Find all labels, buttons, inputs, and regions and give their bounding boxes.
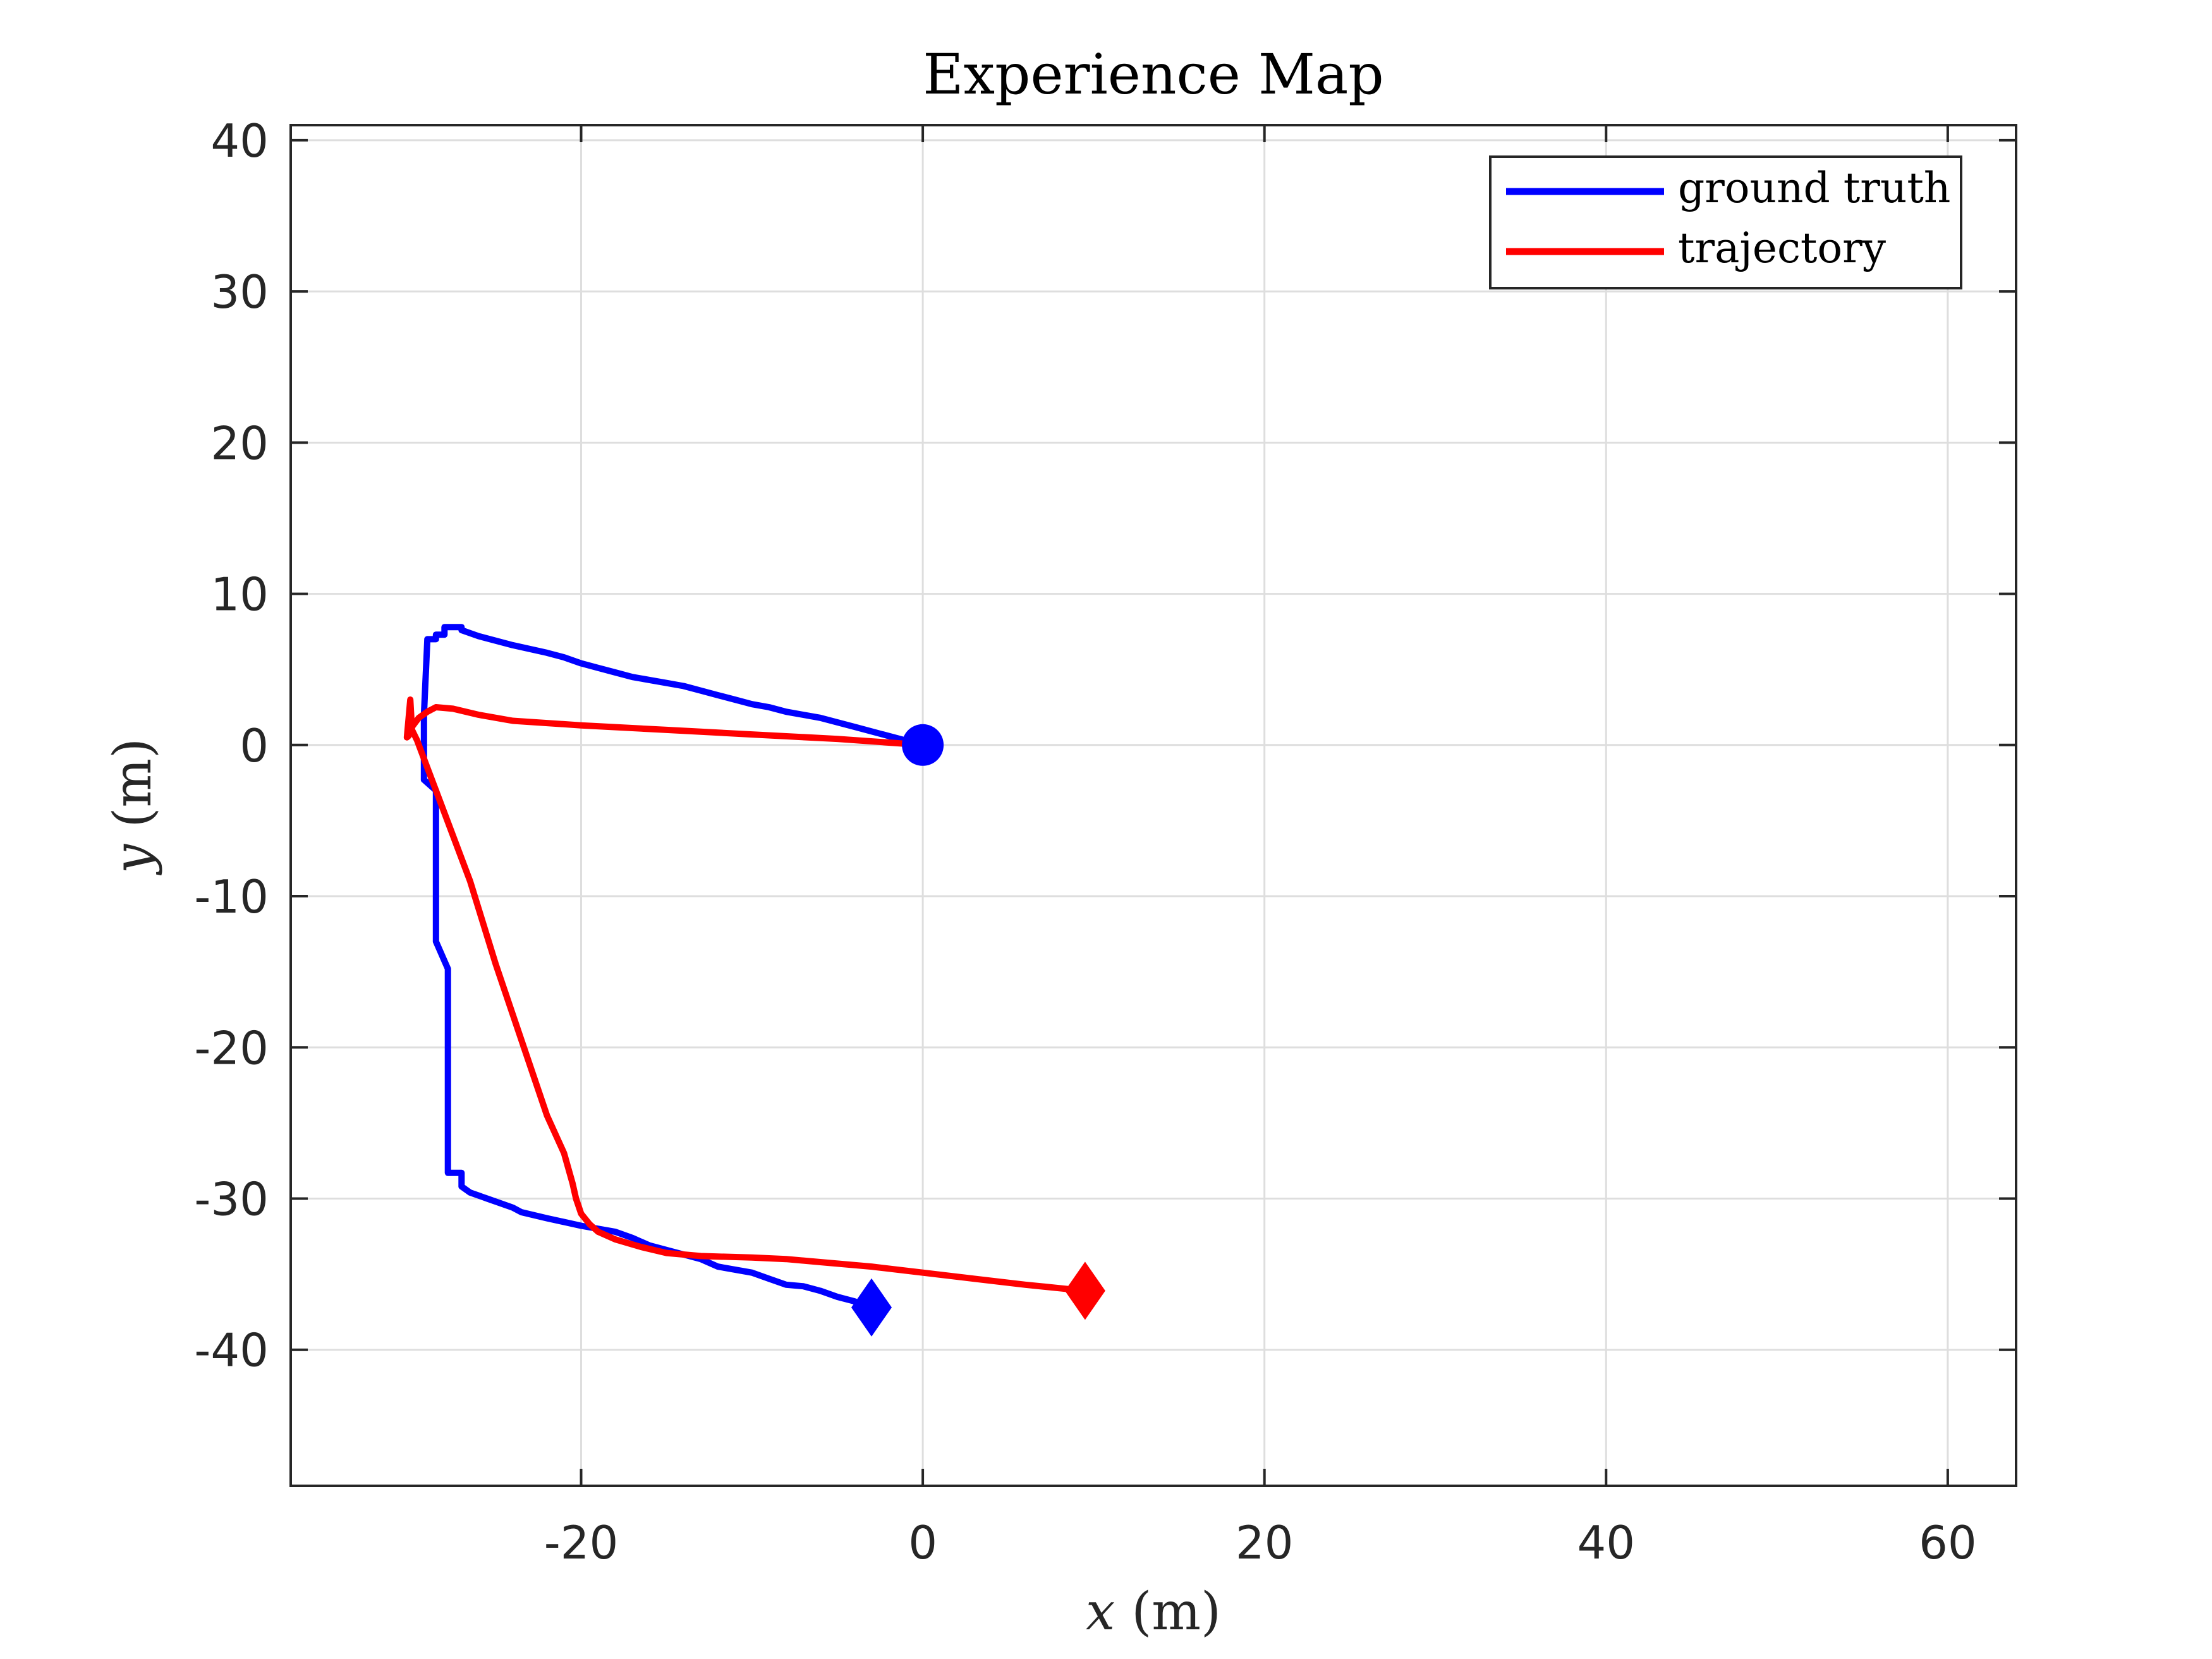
chart-title: Experience Map <box>923 42 1383 107</box>
x-axis-label-var: x <box>1086 1582 1115 1642</box>
trajectory-end-marker <box>1064 1261 1105 1320</box>
grid <box>291 125 2016 1486</box>
y-axis-label: y (m) <box>103 738 163 876</box>
x-tick-label: 20 <box>1236 1516 1294 1569</box>
series-line-trajectory <box>403 696 1088 1294</box>
series-lines <box>403 624 1088 1311</box>
axes-frame <box>289 124 2017 1487</box>
legend: ground truth trajectory <box>1489 155 1962 289</box>
ground-truth-start-marker <box>902 724 944 766</box>
axes-box <box>289 124 2017 1487</box>
y-tick-label: 10 <box>210 568 269 621</box>
y-axis-label-var: y <box>103 843 163 876</box>
plot-area <box>291 125 2016 1486</box>
x-axis-label-unit: (m) <box>1115 1582 1221 1642</box>
y-tick-label: 30 <box>210 265 269 319</box>
y-tick-label: -10 <box>194 870 269 923</box>
y-tick-label: -20 <box>194 1021 269 1074</box>
x-tick-label: 0 <box>908 1516 937 1569</box>
tick-labels: -20 0 20 40 60 -40 -30 -20 -10 0 10 20 30 40 <box>194 114 1976 1569</box>
x-tick-label: 60 <box>1919 1516 1977 1569</box>
x-axis-label: x (m) <box>1086 1582 1221 1642</box>
y-tick-label: -40 <box>194 1324 269 1377</box>
x-tick-label: 40 <box>1577 1516 1635 1569</box>
legend-box <box>1489 155 1962 289</box>
x-tick-label: -20 <box>544 1516 619 1569</box>
y-tick-label: 20 <box>210 416 269 470</box>
y-axis-label-unit: (m) <box>103 738 163 844</box>
y-tick-label: 40 <box>210 114 269 167</box>
ground-truth-end-marker <box>851 1278 892 1337</box>
y-tick-label: -30 <box>194 1172 269 1225</box>
series-markers <box>851 724 1105 1337</box>
legend-label-trajectory: trajectory <box>1678 224 1887 272</box>
y-tick-label: 0 <box>240 719 269 772</box>
legend-label-ground-truth: ground truth <box>1678 164 1950 212</box>
